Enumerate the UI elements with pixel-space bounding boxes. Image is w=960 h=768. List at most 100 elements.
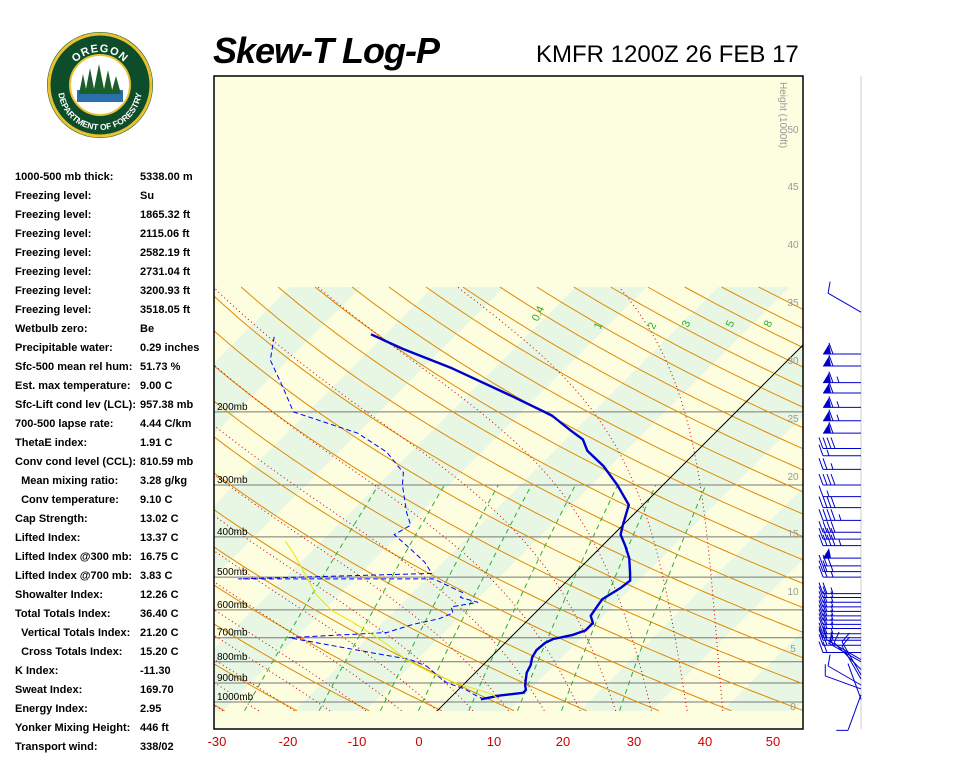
oregon-forestry-logo: OREGON DEPARTMENT OF FORESTRY	[47, 32, 153, 138]
index-label: Sfc-Lift cond lev (LCL):	[15, 399, 136, 411]
pressure-label: 300mb	[217, 475, 248, 486]
wind-barb-feather	[822, 617, 828, 629]
mixing-ratio-line	[561, 484, 657, 711]
wind-barb-half-feather	[830, 631, 834, 638]
index-value: 1865.32 ft	[140, 209, 191, 221]
wind-barb-feather	[822, 641, 828, 653]
wind-barb-staff	[841, 645, 862, 680]
index-label: Mean mixing ratio:	[15, 475, 119, 487]
wind-barb-half-feather	[830, 463, 834, 470]
wind-barb-feather	[830, 521, 836, 533]
wind-barb-feather	[822, 458, 828, 470]
index-row: Mean mixing ratio: 3.28 g/kg	[15, 472, 215, 491]
pressure-label: 500mb	[217, 567, 248, 578]
stability-indices-panel: 1000-500 mb thick: 5338.00 m Freezing leve…	[15, 168, 215, 757]
isotherm-band	[214, 287, 362, 435]
isotherm-band	[580, 487, 803, 711]
index-label: Sfc-500 mean rel hum:	[15, 361, 133, 373]
pressure-label: 900mb	[217, 673, 248, 684]
wind-barb-feather	[826, 496, 832, 508]
index-label: Sweat Index:	[15, 684, 83, 696]
wind-barb-feather	[818, 565, 824, 578]
wind-barb-feather	[830, 496, 836, 508]
wind-barb-staff	[827, 665, 862, 686]
wind-barb-feather	[818, 582, 824, 594]
isotherm-band	[214, 287, 219, 292]
wind-barb-flag	[823, 410, 831, 421]
dry-adiabat	[214, 663, 298, 712]
wind-barb-flag	[823, 355, 831, 366]
index-row: Sfc-500 mean rel hum: 51.73 %	[15, 358, 215, 377]
wind-barb-feather	[818, 586, 824, 598]
index-value: 13.02 C	[140, 513, 179, 525]
wind-barb-feather	[822, 586, 828, 598]
height-axis-label: Height (1000ft)	[777, 82, 788, 148]
moist-adiabat	[0, 287, 152, 711]
wind-barb-feather	[826, 473, 832, 486]
index-label: Freezing level:	[15, 247, 92, 259]
moist-adiabat	[214, 704, 224, 712]
temperature-tick-label: -30	[208, 734, 227, 749]
temperature-tick-label: 10	[487, 734, 501, 749]
wind-barb-feather	[822, 437, 828, 449]
height-tick-label: 50	[787, 125, 799, 136]
mixing-ratio-labels: 0.4 1 2 3 5 8	[530, 304, 775, 331]
index-label: Lifted Index @300 mb:	[15, 551, 133, 563]
index-value: 13.37 C	[140, 532, 179, 544]
wind-barb-feather	[826, 509, 832, 521]
index-row: Freezing level: Su	[15, 187, 215, 206]
wind-barb-feather	[822, 613, 828, 625]
height-tick-label: 30	[787, 356, 799, 367]
index-value: 15.20 C	[140, 646, 179, 658]
wind-barb-feather	[818, 617, 824, 629]
wind-barb-feather	[818, 527, 824, 540]
index-value: 16.75 C	[140, 551, 179, 563]
height-tick-label: 5	[790, 644, 796, 655]
wind-barb-half-feather	[830, 618, 834, 625]
dry-adiabat	[214, 584, 443, 712]
wind-barb-feather	[828, 381, 834, 394]
index-label: Lifted Index @700 mb:	[15, 570, 133, 582]
wind-barb-feather	[818, 496, 824, 508]
pressure-label: 800mb	[217, 652, 248, 663]
index-row: Freezing level: 3200.93 ft	[15, 282, 215, 301]
index-label: Precipitable water:	[15, 342, 113, 354]
wind-barb-feather	[818, 613, 824, 625]
wind-barb-feather	[827, 654, 831, 667]
index-label: Est. max temperature:	[15, 380, 131, 392]
temperature-profile	[370, 333, 632, 701]
index-value: 1.91 C	[140, 437, 173, 449]
index-label: 700-500 lapse rate:	[15, 418, 114, 430]
wind-barb-feather	[818, 622, 824, 634]
height-tick-label: 10	[787, 587, 799, 598]
wind-barb-feather	[818, 534, 824, 546]
pressure-label: 400mb	[217, 527, 248, 538]
zero-isotherm	[436, 344, 803, 712]
index-row: Energy Index: 2.95	[15, 700, 215, 719]
wind-barb-flag	[823, 397, 831, 408]
index-row: Cross Totals Index: 15.20 C	[15, 643, 215, 662]
mixing-ratio-line	[379, 484, 499, 712]
height-tick-label: 0	[790, 702, 796, 713]
wind-barb-feather	[818, 458, 824, 470]
index-value: 3.83 C	[140, 570, 173, 582]
chart-title: Skew-T Log-P	[213, 30, 440, 71]
pressure-label: 600mb	[217, 600, 248, 611]
index-label: Showalter Index:	[15, 589, 104, 601]
index-label: Cross Totals Index:	[15, 646, 123, 658]
wind-barb-feather	[822, 554, 828, 567]
index-value: 36.40 C	[140, 608, 179, 620]
index-value: 51.73 %	[140, 361, 181, 373]
wind-barb-feather	[827, 281, 831, 294]
wind-barb-feather	[828, 421, 834, 434]
wind-barb-feather	[818, 437, 824, 449]
wind-barb-half-feather	[826, 449, 830, 456]
wind-barb-flag	[823, 423, 831, 434]
wind-barb-staff	[847, 694, 862, 731]
index-label: K Index:	[15, 665, 59, 677]
wind-barb-feather	[818, 554, 824, 567]
index-value: 3518.05 ft	[140, 304, 191, 316]
wind-barb-feather	[818, 509, 824, 521]
temperature-tick-label: 40	[698, 734, 712, 749]
moist-adiabat	[214, 364, 581, 712]
